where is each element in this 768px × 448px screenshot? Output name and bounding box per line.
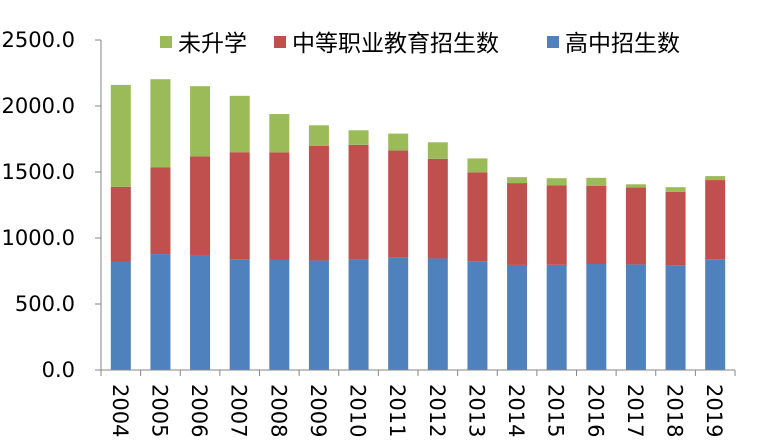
bar-high-school-2019 <box>705 259 726 370</box>
legend-high-school-label: 高中招生数 <box>565 31 680 57</box>
x-tick-label: 2014 <box>504 384 528 437</box>
x-tick-label: 2009 <box>306 384 330 437</box>
bar-not-enrolled-2010 <box>348 130 369 145</box>
x-tick-label: 2008 <box>266 384 290 437</box>
bar-not-enrolled-2018 <box>665 187 686 192</box>
bar-vocational-2010 <box>348 144 369 260</box>
x-axis: 2004 2005 2006 2007 2008 2009 2010 2011 2012 2013… <box>100 369 736 437</box>
y-tick-label: 2500.0 <box>2 28 75 52</box>
bar-vocational-2016 <box>586 185 607 265</box>
legend-vocational-label: 中等职业教育招生数 <box>292 31 499 57</box>
bar-high-school-2007 <box>229 259 250 370</box>
bar-vocational-2009 <box>308 145 329 261</box>
bar-not-enrolled-2014 <box>507 177 528 184</box>
x-tick-label: 2007 <box>227 384 251 437</box>
bar-not-enrolled-2008 <box>269 114 290 153</box>
bar-vocational-2017 <box>625 187 646 265</box>
x-tick-label: 2018 <box>663 384 687 437</box>
bar-high-school-2010 <box>348 259 369 370</box>
x-tick-label: 2004 <box>108 384 132 437</box>
bar-not-enrolled-2012 <box>427 142 448 159</box>
x-tick-label: 2011 <box>385 384 409 437</box>
legend-not-enrolled-label: 未升学 <box>178 31 247 57</box>
x-tick-label: 2013 <box>464 384 488 437</box>
bar-high-school-2004 <box>110 261 131 370</box>
bar-not-enrolled-2009 <box>308 125 329 146</box>
bar-not-enrolled-2004 <box>110 84 131 187</box>
bar-high-school-2009 <box>308 260 329 370</box>
bar-high-school-2005 <box>150 254 171 370</box>
bar-vocational-2008 <box>269 152 290 260</box>
x-tick-label: 2012 <box>425 384 449 437</box>
legend-high-school-swatch <box>547 36 559 48</box>
bar-vocational-2007 <box>229 152 250 260</box>
bar-high-school-2008 <box>269 259 290 370</box>
bar-vocational-2005 <box>150 167 171 255</box>
bar-not-enrolled-2013 <box>467 158 488 173</box>
bar-high-school-2011 <box>388 257 409 370</box>
x-tick-label: 2005 <box>147 384 171 437</box>
bar-high-school-2012 <box>427 258 448 370</box>
bar-not-enrolled-2019 <box>705 176 726 181</box>
bar-not-enrolled-2007 <box>229 95 250 153</box>
x-tick-label: 2015 <box>544 384 568 437</box>
y-tick-label: 500.0 <box>15 292 75 316</box>
x-tick-label: 2017 <box>623 384 647 437</box>
bar-high-school-2013 <box>467 261 488 370</box>
y-tick-label: 2000.0 <box>2 94 75 118</box>
bar-high-school-2006 <box>190 255 211 370</box>
y-tick-label: 1000.0 <box>2 226 75 250</box>
bar-high-school-2014 <box>507 264 528 370</box>
legend-vocational-swatch <box>274 36 286 48</box>
bar-vocational-2004 <box>110 186 131 262</box>
x-tick-label: 2010 <box>346 384 370 437</box>
x-tick-label: 2019 <box>702 384 726 437</box>
y-axis: 0.0 500.0 1000.0 1500.0 2000.0 2500.0 <box>2 28 102 382</box>
bar-vocational-2013 <box>467 172 488 262</box>
bar-high-school-2016 <box>586 264 607 370</box>
bar-high-school-2017 <box>625 264 646 370</box>
legend: 未升学 中等职业教育招生数 高中招生数 <box>160 31 680 57</box>
bar-vocational-2015 <box>546 185 567 265</box>
bar-not-enrolled-2006 <box>190 86 211 157</box>
bar-vocational-2014 <box>507 183 528 265</box>
bar-vocational-2018 <box>665 191 686 266</box>
bar-not-enrolled-2005 <box>150 79 171 168</box>
y-tick-label: 0.0 <box>42 358 75 382</box>
bar-not-enrolled-2017 <box>625 184 646 188</box>
bar-vocational-2011 <box>388 150 409 258</box>
bar-not-enrolled-2016 <box>586 177 607 186</box>
bars <box>110 79 726 370</box>
bar-vocational-2006 <box>190 156 211 256</box>
bar-vocational-2012 <box>427 158 448 259</box>
x-tick-label: 2016 <box>583 384 607 437</box>
y-tick-label: 1500.0 <box>2 160 75 184</box>
bar-not-enrolled-2015 <box>546 178 567 186</box>
x-tick-label: 2006 <box>187 384 211 437</box>
bar-not-enrolled-2011 <box>388 133 409 151</box>
bar-high-school-2018 <box>665 265 686 370</box>
bar-vocational-2019 <box>705 180 726 260</box>
bar-high-school-2015 <box>546 264 567 370</box>
legend-not-enrolled-swatch <box>160 36 172 48</box>
